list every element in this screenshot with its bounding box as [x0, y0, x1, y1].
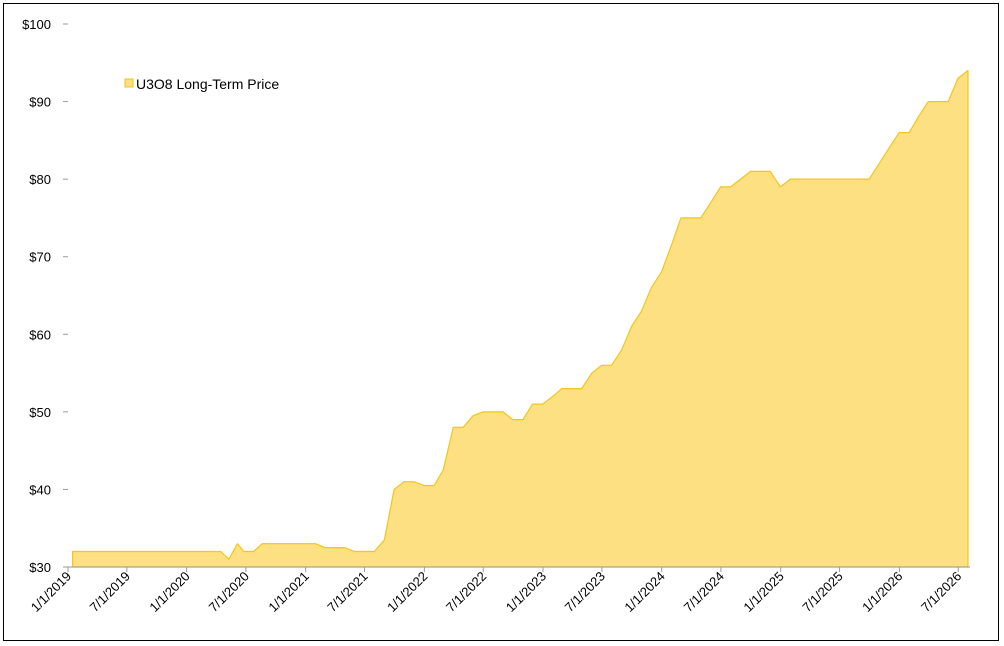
x-tick-label: 7/1/2020	[206, 569, 252, 615]
y-tick-label: $90	[29, 95, 51, 110]
x-tick-label: 1/1/2021	[265, 569, 311, 615]
x-tick-label: 7/1/2023	[562, 569, 608, 615]
y-tick-label: $60	[29, 327, 51, 342]
y-tick-label: $50	[29, 405, 51, 420]
y-tick-label: $100	[22, 17, 51, 32]
plot-area	[72, 69, 969, 568]
x-axis: 1/1/2019 7/1/2019 1/1/2020 7/1/2020 1/1/2021…	[28, 566, 970, 615]
x-tick-label: 1/1/2022	[384, 569, 430, 615]
x-tick-label: 1/1/2025	[740, 569, 786, 615]
x-tick-label: 7/1/2021	[324, 569, 370, 615]
y-tick-label: $70	[29, 250, 51, 265]
chart-frame	[3, 3, 999, 641]
legend: U3O8 Long-Term Price	[124, 76, 279, 92]
y-axis: $30 $40 $50 $60 $70 $80 $90 $100	[22, 17, 68, 575]
x-tick-label: 1/1/2026	[859, 569, 905, 615]
x-tick-label: 1/1/2024	[621, 569, 667, 615]
y-tick-label: $30	[29, 560, 51, 575]
x-tick-label: 1/1/2023	[503, 569, 549, 615]
y-tick-label: $40	[29, 482, 51, 497]
x-tick-label: 7/1/2025	[799, 569, 845, 615]
legend-label: U3O8 Long-Term Price	[136, 76, 279, 92]
y-tick-label: $80	[29, 172, 51, 187]
x-tick-label: 1/1/2020	[146, 569, 192, 615]
area-series-0	[72, 69, 969, 568]
x-tick-label: 7/1/2022	[443, 569, 489, 615]
x-tick-label: 7/1/2024	[681, 569, 727, 615]
x-tick-label: 7/1/2026	[918, 569, 964, 615]
x-tick-label: 7/1/2019	[87, 569, 133, 615]
legend-swatch	[124, 78, 134, 88]
x-tick-label: 1/1/2019	[28, 569, 74, 615]
